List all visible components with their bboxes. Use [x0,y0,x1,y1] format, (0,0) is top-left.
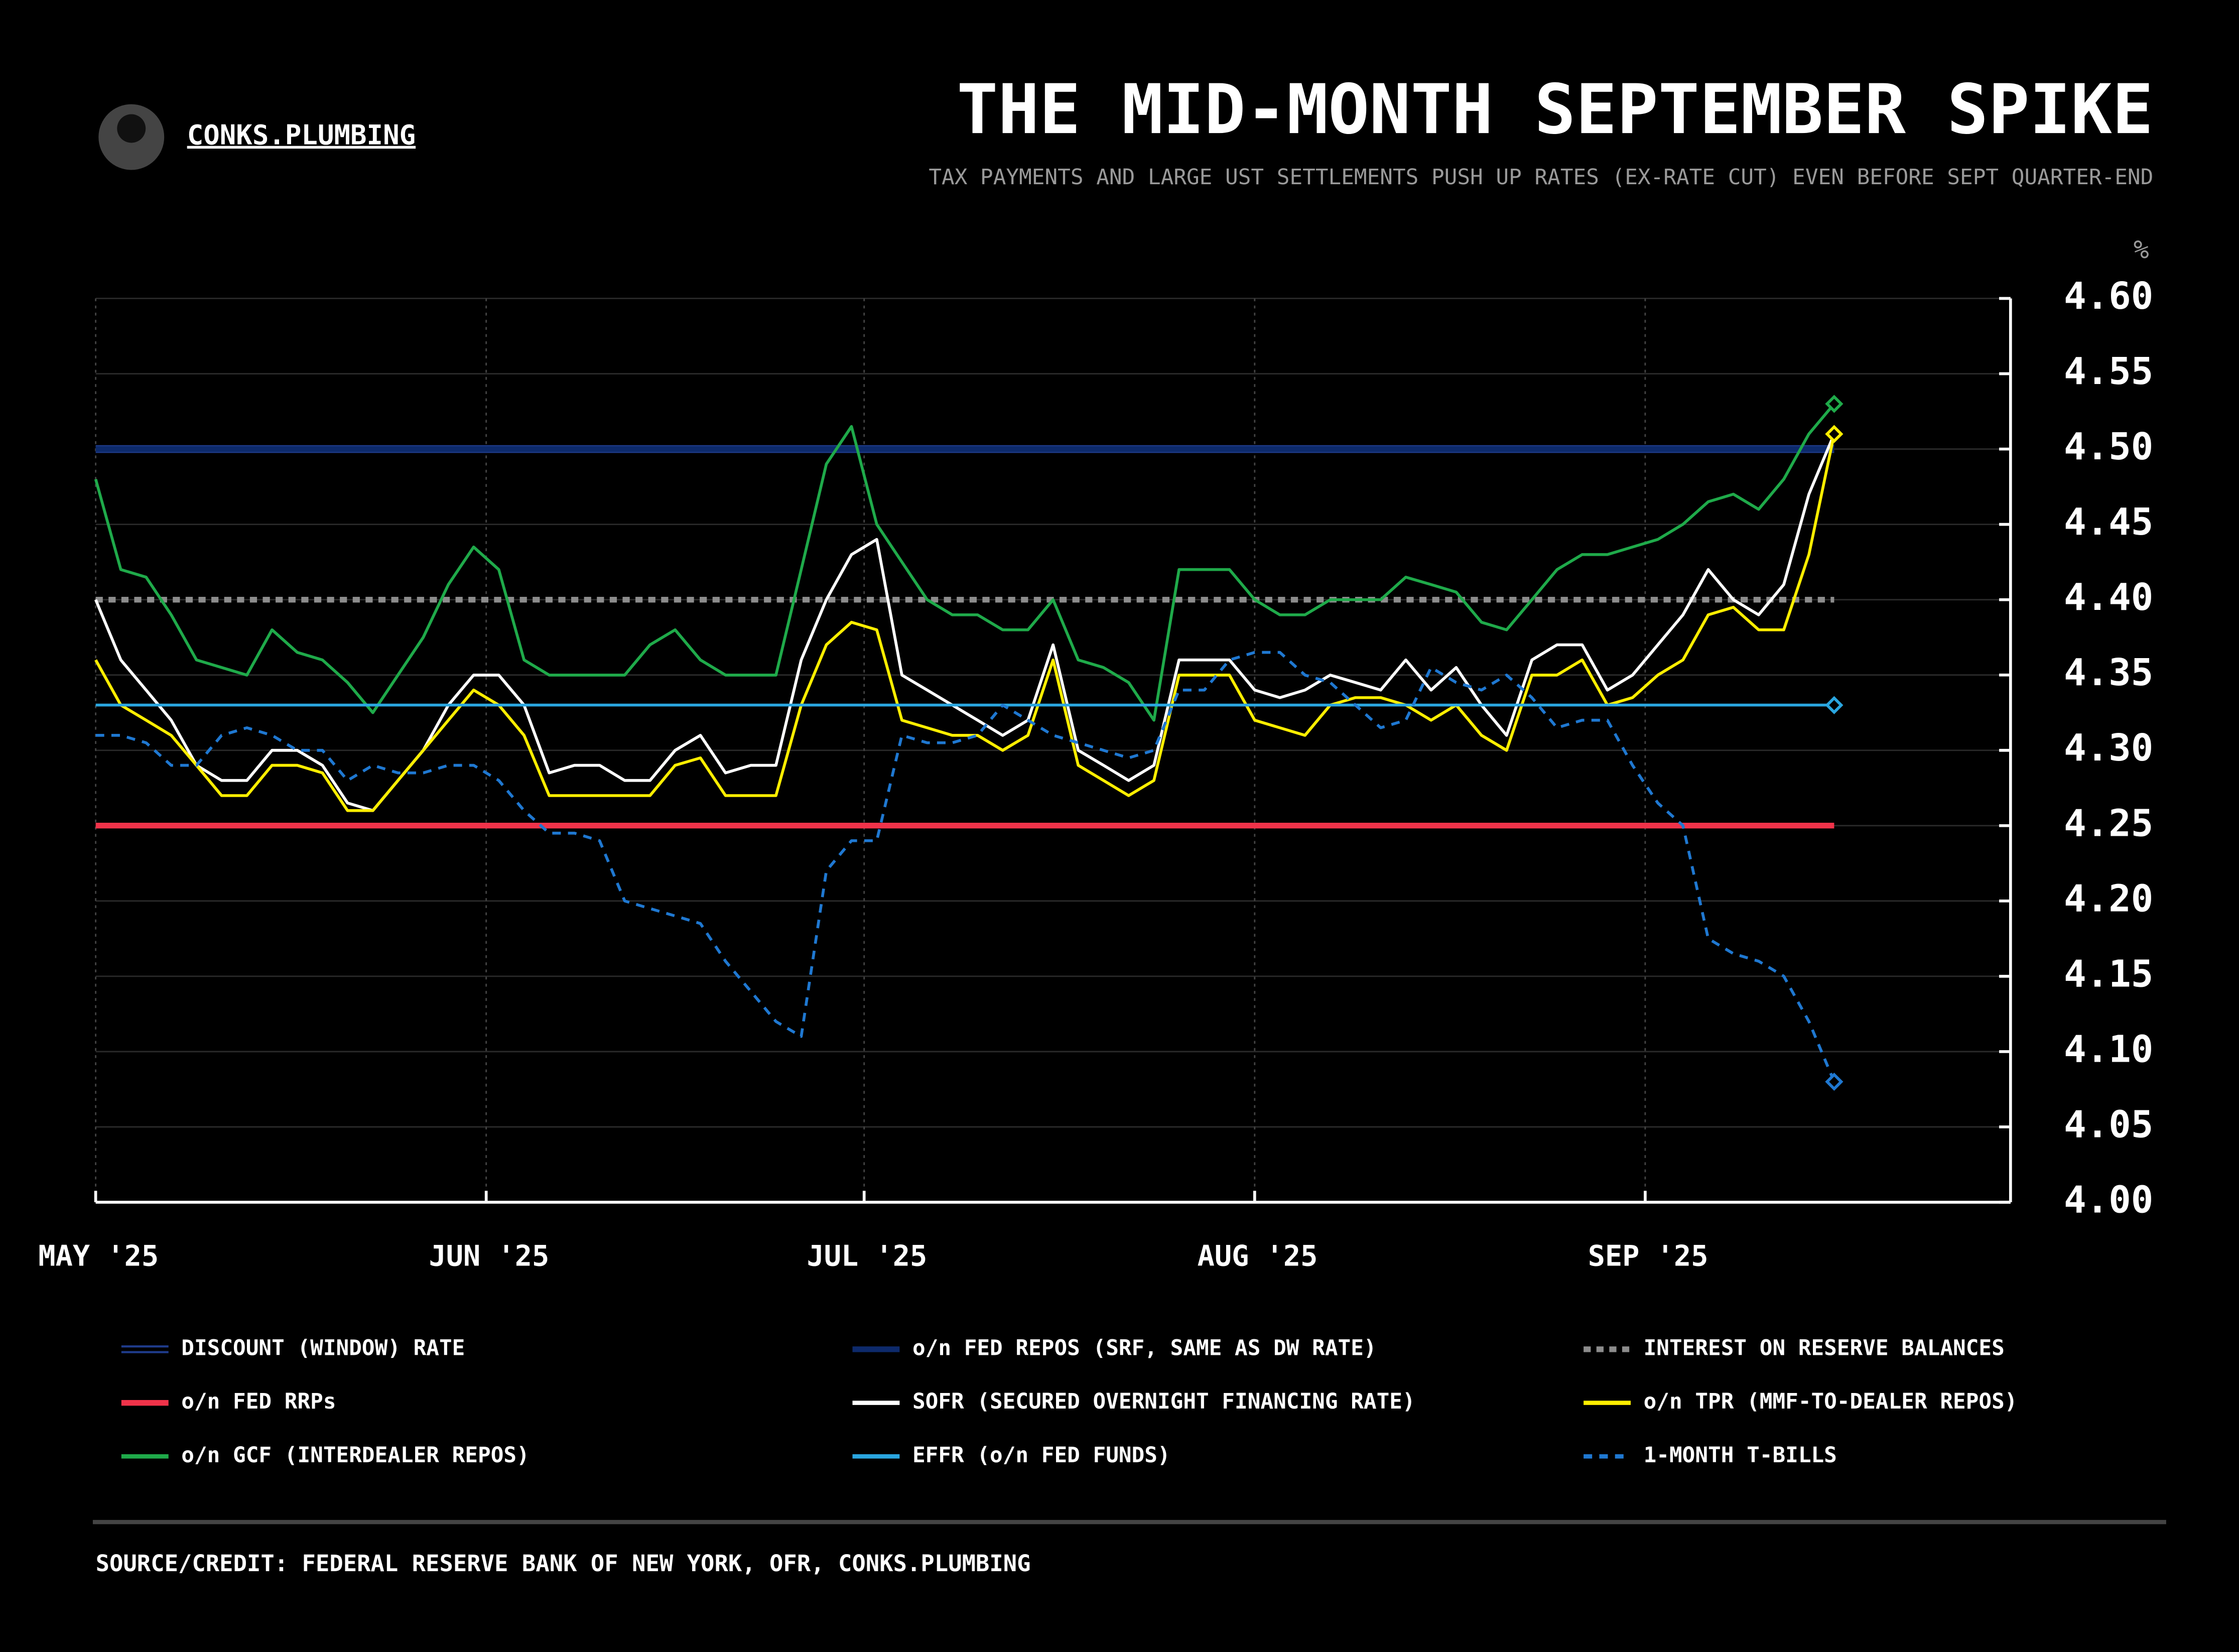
y-tick-label: 4.25 [2064,802,2153,845]
legend-label: EFFR (o/n FED FUNDS) [912,1443,1170,1468]
end-marker [1825,425,1843,443]
legend-label: 1-MONTH T-BILLS [1644,1443,1837,1468]
y-tick-label: 4.15 [2064,952,2153,995]
brand: CONKS.PLUMBING [187,119,416,151]
source: SOURCE/CREDIT: FEDERAL RESERVE BANK OF N… [96,1550,1031,1577]
end-marker [1825,395,1843,413]
y-tick-label: 4.55 [2064,350,2153,393]
logo-face [117,114,146,143]
legend-label: SOFR (SECURED OVERNIGHT FINANCING RATE) [912,1389,1415,1414]
y-tick-label: 4.30 [2064,726,2153,770]
y-tick-label: 4.50 [2064,425,2153,468]
y-unit: % [2134,235,2149,265]
y-tick-label: 4.45 [2064,500,2153,544]
x-tick-label: AUG '25 [1198,1240,1318,1273]
y-tick-label: 4.00 [2064,1179,2153,1222]
x-tick-label: SEP '25 [1588,1240,1708,1273]
x-tick-label: JUL '25 [807,1240,928,1273]
legend-label: o/n FED RRPs [181,1389,336,1414]
x-tick-label: MAY '25 [38,1240,159,1273]
series-line [94,403,1835,722]
x-tick-label: JUN '25 [429,1240,550,1273]
series-line [94,433,1836,812]
y-tick-label: 4.60 [2064,275,2153,318]
legend-label: INTEREST ON RESERVE BALANCES [1644,1335,2005,1360]
y-tick-label: 4.35 [2064,651,2153,694]
legend-label: o/n FED REPOS (SRF, SAME AS DW RATE) [912,1335,1377,1360]
chart-subtitle: TAX PAYMENTS AND LARGE UST SETTLEMENTS P… [929,165,2153,190]
y-tick-label: 4.20 [2064,877,2153,920]
end-marker [1825,696,1843,714]
legend-label: DISCOUNT (WINDOW) RATE [181,1335,465,1360]
legend-label: o/n GCF (INTERDEALER REPOS) [181,1443,529,1468]
series-line [95,651,1836,1083]
y-tick-label: 4.40 [2064,576,2153,619]
chart-title: THE MID-MONTH SEPTEMBER SPIKE [957,70,2153,150]
legend-label: o/n TPR (MMF-TO-DEALER REPOS) [1644,1389,2018,1414]
end-marker [1825,1072,1843,1091]
y-tick-label: 4.05 [2064,1103,2153,1146]
y-tick-label: 4.10 [2064,1028,2153,1071]
